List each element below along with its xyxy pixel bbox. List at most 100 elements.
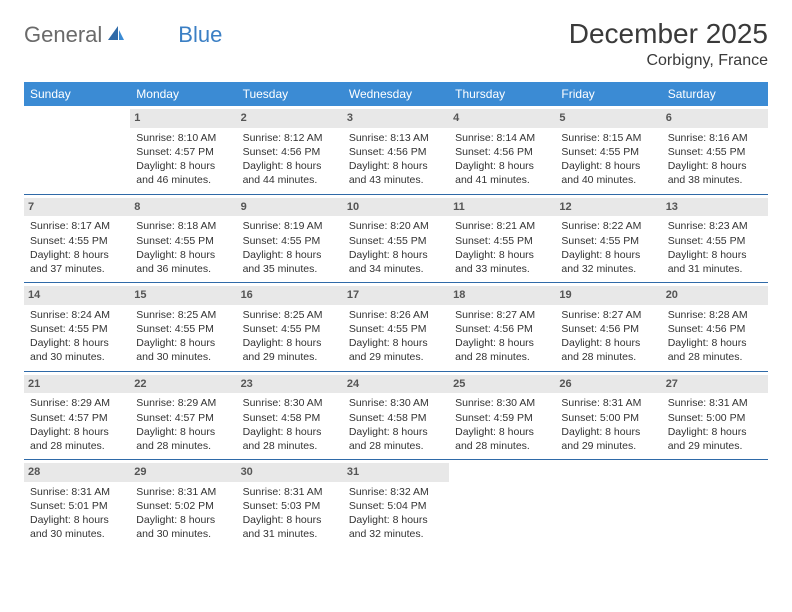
sunrise-text: Sunrise: 8:10 AM — [136, 131, 230, 145]
sunset-text: Sunset: 4:55 PM — [30, 322, 124, 336]
daylight-text: Daylight: 8 hours — [455, 336, 549, 350]
calendar-day: . — [555, 460, 661, 548]
daylight-text: Daylight: 8 hours — [136, 248, 230, 262]
daylight-text: and 30 minutes. — [136, 350, 230, 364]
daylight-text: Daylight: 8 hours — [455, 159, 549, 173]
sunset-text: Sunset: 5:03 PM — [243, 499, 337, 513]
sunset-text: Sunset: 4:57 PM — [136, 411, 230, 425]
sunrise-text: Sunrise: 8:27 AM — [561, 308, 655, 322]
daylight-text: and 37 minutes. — [30, 262, 124, 276]
sunrise-text: Sunrise: 8:27 AM — [455, 308, 549, 322]
daylight-text: Daylight: 8 hours — [243, 248, 337, 262]
sunset-text: Sunset: 4:55 PM — [668, 145, 762, 159]
daylight-text: and 41 minutes. — [455, 173, 549, 187]
calendar-day: 25Sunrise: 8:30 AMSunset: 4:59 PMDayligh… — [449, 372, 555, 460]
daylight-text: Daylight: 8 hours — [243, 425, 337, 439]
sunrise-text: Sunrise: 8:22 AM — [561, 219, 655, 233]
daylight-text: Daylight: 8 hours — [349, 159, 443, 173]
daylight-text: Daylight: 8 hours — [561, 425, 655, 439]
daylight-text: Daylight: 8 hours — [455, 425, 549, 439]
daylight-text: Daylight: 8 hours — [136, 336, 230, 350]
daylight-text: and 28 minutes. — [136, 439, 230, 453]
sunset-text: Sunset: 4:57 PM — [30, 411, 124, 425]
daylight-text: and 29 minutes. — [243, 350, 337, 364]
calendar-day: 5Sunrise: 8:15 AMSunset: 4:55 PMDaylight… — [555, 106, 661, 194]
daylight-text: Daylight: 8 hours — [243, 159, 337, 173]
sunset-text: Sunset: 4:55 PM — [349, 322, 443, 336]
day-number: 25 — [449, 375, 555, 394]
daylight-text: Daylight: 8 hours — [561, 248, 655, 262]
calendar-day: 6Sunrise: 8:16 AMSunset: 4:55 PMDaylight… — [662, 106, 768, 194]
daylight-text: Daylight: 8 hours — [30, 425, 124, 439]
sunrise-text: Sunrise: 8:21 AM — [455, 219, 549, 233]
calendar-day: . — [449, 460, 555, 548]
day-number: 11 — [449, 198, 555, 217]
daylight-text: Daylight: 8 hours — [668, 159, 762, 173]
calendar-day: 30Sunrise: 8:31 AMSunset: 5:03 PMDayligh… — [237, 460, 343, 548]
day-number: 10 — [343, 198, 449, 217]
day-number: 20 — [662, 286, 768, 305]
calendar-day: 11 Sunrise: 8:21 AMSunset: 4:55 PMDayligh… — [449, 195, 555, 283]
calendar-day: . — [24, 106, 130, 194]
calendar-week: 14Sunrise: 8:24 AMSunset: 4:55 PMDayligh… — [24, 283, 768, 371]
location: Corbigny, France — [569, 52, 768, 70]
weekday-header: Thursday — [449, 82, 555, 106]
daylight-text: Daylight: 8 hours — [136, 159, 230, 173]
sunset-text: Sunset: 4:59 PM — [455, 411, 549, 425]
sunset-text: Sunset: 4:55 PM — [349, 234, 443, 248]
day-number: 27 — [662, 375, 768, 394]
daylight-text: and 35 minutes. — [243, 262, 337, 276]
sunrise-text: Sunrise: 8:25 AM — [243, 308, 337, 322]
daylight-text: and 38 minutes. — [668, 173, 762, 187]
daylight-text: Daylight: 8 hours — [30, 248, 124, 262]
daylight-text: and 28 minutes. — [455, 439, 549, 453]
sunset-text: Sunset: 5:00 PM — [668, 411, 762, 425]
calendar-week: 7Sunrise: 8:17 AMSunset: 4:55 PMDaylight… — [24, 195, 768, 283]
daylight-text: Daylight: 8 hours — [455, 248, 549, 262]
day-number: 12 — [555, 198, 661, 217]
calendar-day: 26Sunrise: 8:31 AMSunset: 5:00 PMDayligh… — [555, 372, 661, 460]
calendar-day: 1Sunrise: 8:10 AMSunset: 4:57 PMDaylight… — [130, 106, 236, 194]
day-number: 26 — [555, 375, 661, 394]
daylight-text: and 46 minutes. — [136, 173, 230, 187]
calendar-day: 23Sunrise: 8:30 AMSunset: 4:58 PMDayligh… — [237, 372, 343, 460]
month-title: December 2025 — [569, 18, 768, 50]
day-number: 13 — [662, 198, 768, 217]
sunrise-text: Sunrise: 8:28 AM — [668, 308, 762, 322]
calendar-day: . — [662, 460, 768, 548]
sunrise-text: Sunrise: 8:29 AM — [30, 396, 124, 410]
calendar-day: 7Sunrise: 8:17 AMSunset: 4:55 PMDaylight… — [24, 195, 130, 283]
day-number: 17 — [343, 286, 449, 305]
sunrise-text: Sunrise: 8:30 AM — [349, 396, 443, 410]
calendar-week: .1Sunrise: 8:10 AMSunset: 4:57 PMDayligh… — [24, 106, 768, 194]
calendar-header-row: SundayMondayTuesdayWednesdayThursdayFrid… — [24, 82, 768, 106]
day-number: 31 — [343, 463, 449, 482]
sunset-text: Sunset: 4:58 PM — [349, 411, 443, 425]
calendar-day: 19Sunrise: 8:27 AMSunset: 4:56 PMDayligh… — [555, 283, 661, 371]
sunset-text: Sunset: 4:55 PM — [243, 234, 337, 248]
daylight-text: Daylight: 8 hours — [136, 425, 230, 439]
sunrise-text: Sunrise: 8:15 AM — [561, 131, 655, 145]
calendar-day: 22Sunrise: 8:29 AMSunset: 4:57 PMDayligh… — [130, 372, 236, 460]
day-number: 24 — [343, 375, 449, 394]
sunset-text: Sunset: 5:01 PM — [30, 499, 124, 513]
day-number: 1 — [130, 109, 236, 128]
daylight-text: Daylight: 8 hours — [668, 248, 762, 262]
daylight-text: and 32 minutes. — [561, 262, 655, 276]
day-number: 4 — [449, 109, 555, 128]
daylight-text: and 31 minutes. — [243, 527, 337, 541]
title-block: December 2025 Corbigny, France — [569, 18, 768, 70]
sunset-text: Sunset: 4:56 PM — [668, 322, 762, 336]
sunrise-text: Sunrise: 8:16 AM — [668, 131, 762, 145]
calendar-day: 18Sunrise: 8:27 AMSunset: 4:56 PMDayligh… — [449, 283, 555, 371]
sunrise-text: Sunrise: 8:25 AM — [136, 308, 230, 322]
calendar-day: 20Sunrise: 8:28 AMSunset: 4:56 PMDayligh… — [662, 283, 768, 371]
calendar-day: 2Sunrise: 8:12 AMSunset: 4:56 PMDaylight… — [237, 106, 343, 194]
daylight-text: and 31 minutes. — [668, 262, 762, 276]
sunset-text: Sunset: 4:55 PM — [455, 234, 549, 248]
sunset-text: Sunset: 5:00 PM — [561, 411, 655, 425]
sunrise-text: Sunrise: 8:31 AM — [30, 485, 124, 499]
weekday-header: Wednesday — [343, 82, 449, 106]
header: General Blue December 2025 Corbigny, Fra… — [24, 18, 768, 70]
logo: General Blue — [24, 18, 222, 48]
